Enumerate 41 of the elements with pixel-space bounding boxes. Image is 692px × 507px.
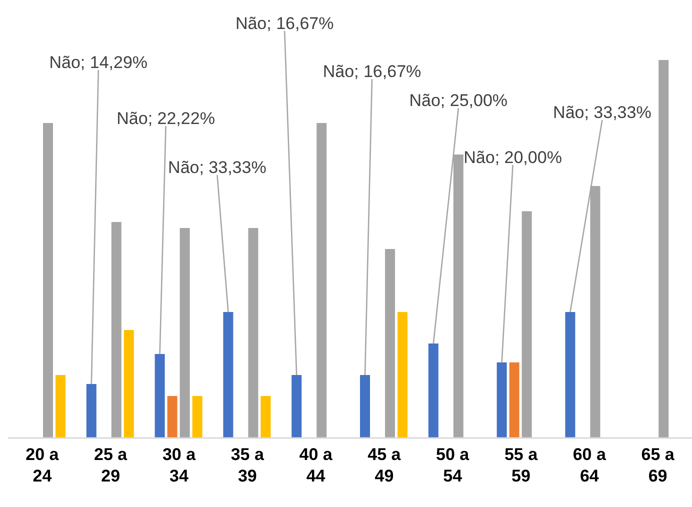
bar xyxy=(180,228,190,438)
x-tick-label: 20 a 24 xyxy=(26,445,60,486)
data-label: Não; 33,33% xyxy=(168,158,266,177)
data-label: Não; 16,67% xyxy=(322,62,422,81)
bar xyxy=(56,374,66,438)
x-tick-label: 40 a 44 xyxy=(299,445,333,486)
x-tick-label: 35 a 39 xyxy=(230,445,264,486)
bar xyxy=(260,396,271,438)
bar xyxy=(496,362,507,438)
bar xyxy=(192,396,202,438)
bar xyxy=(428,344,438,438)
x-tick-label: 50 a 54 xyxy=(436,445,470,486)
data-label: Não; 14,29% xyxy=(49,53,148,72)
data-label: Não; 22,22% xyxy=(116,109,215,128)
bar xyxy=(124,330,134,438)
bar xyxy=(248,228,258,438)
bar xyxy=(292,374,302,438)
bar xyxy=(565,312,576,438)
bar xyxy=(43,123,53,438)
x-tick-label: 65 a 69 xyxy=(641,445,675,486)
data-label: Não; 16,67% xyxy=(235,14,334,33)
data-label: Não; 20,00% xyxy=(464,148,562,167)
x-tick-label: 55 a 59 xyxy=(504,445,538,486)
bar xyxy=(522,211,532,438)
data-label: Não; 33,33% xyxy=(553,103,652,122)
bar xyxy=(316,123,327,438)
bar xyxy=(509,362,520,438)
x-tick-label: 60 a 64 xyxy=(572,445,606,486)
x-tick-label: 30 a 34 xyxy=(162,445,196,486)
bar xyxy=(167,396,178,438)
bar xyxy=(360,374,370,438)
bar xyxy=(658,60,669,438)
bar xyxy=(154,354,165,438)
bar xyxy=(385,249,395,438)
x-tick-label: 25 a 29 xyxy=(94,445,128,486)
bar xyxy=(86,384,96,438)
x-tick-label: 45 a 49 xyxy=(368,445,402,486)
data-label: Não; 25,00% xyxy=(409,91,508,110)
bar xyxy=(223,312,234,438)
bar xyxy=(111,222,122,438)
bar xyxy=(398,312,408,438)
